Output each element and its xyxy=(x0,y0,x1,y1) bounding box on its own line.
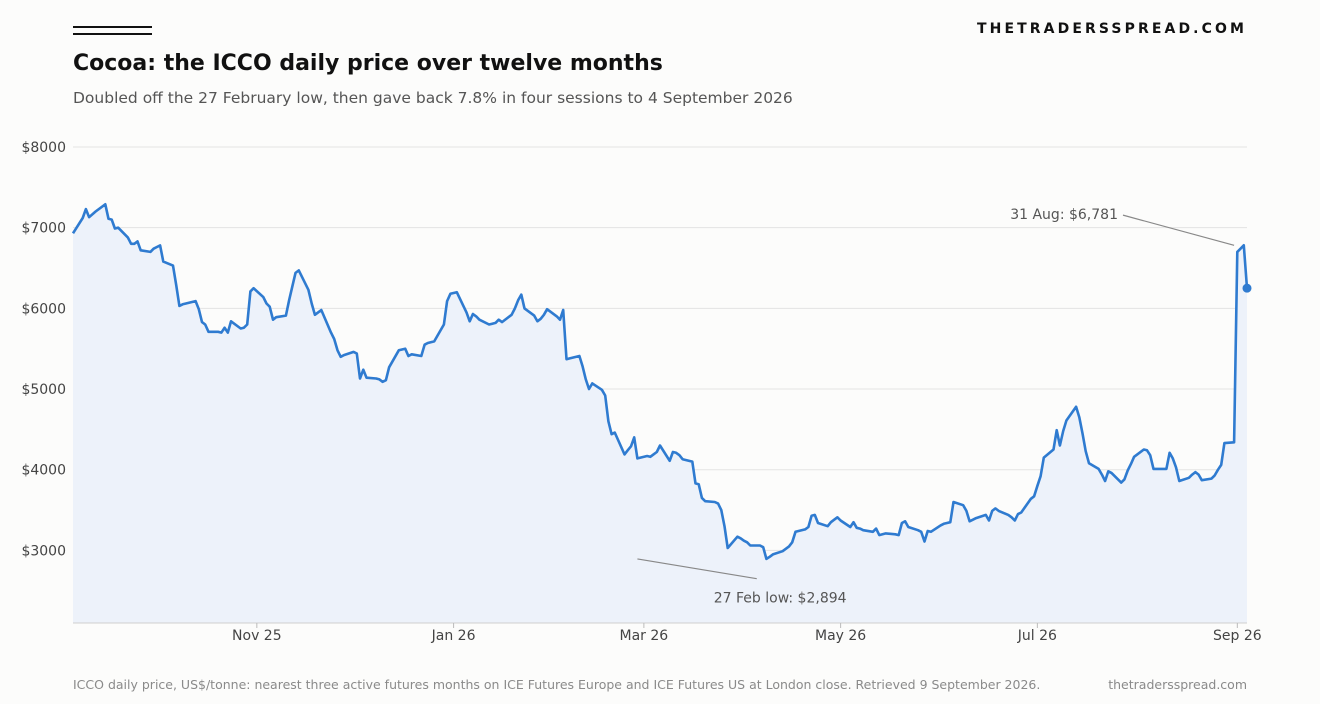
header-rule-2 xyxy=(73,33,152,35)
annotations: 27 Feb low: $2,894 31 Aug: $6,781 xyxy=(637,207,1235,607)
x-axis-labels: Nov 25 Jan 26 Mar 26 May 26 Jul 26 Sep 26 xyxy=(232,623,1262,644)
y-tick-label: $3000 xyxy=(21,543,66,559)
y-tick-label: $7000 xyxy=(21,221,66,237)
price-area xyxy=(73,204,1247,624)
annotation-leader xyxy=(637,558,757,580)
y-tick-label: $5000 xyxy=(21,382,66,398)
y-tick-label: $8000 xyxy=(21,140,66,156)
footer-brand: thetradersspread.com xyxy=(1108,677,1247,692)
brand-label: THETRADERSSPREAD.COM xyxy=(977,21,1247,37)
x-tick-label: Mar 26 xyxy=(620,628,669,644)
annotation-leader xyxy=(1122,214,1235,246)
header-rule xyxy=(73,26,152,28)
annotation-label: 27 Feb low: $2,894 xyxy=(714,591,847,607)
price-line xyxy=(71,203,1249,561)
chart-subtitle: Doubled off the 27 February low, then ga… xyxy=(73,89,793,107)
y-tick-label: $6000 xyxy=(21,301,66,317)
source-note: ICCO daily price, US$/tonne: nearest thr… xyxy=(73,677,1041,692)
x-tick-label: Nov 25 xyxy=(232,628,282,644)
y-axis-labels: $3000 $4000 $5000 $6000 $7000 $8000 xyxy=(21,140,66,559)
x-tick-label: Jul 26 xyxy=(1017,628,1057,644)
x-tick-label: Sep 26 xyxy=(1213,628,1262,644)
y-tick-label: $4000 xyxy=(21,463,66,479)
annotation-label: 31 Aug: $6,781 xyxy=(1010,207,1118,223)
x-tick-label: May 26 xyxy=(815,628,866,644)
last-price-marker xyxy=(1242,283,1252,293)
x-tick-label: Jan 26 xyxy=(431,628,476,644)
chart-title: Cocoa: the ICCO daily price over twelve … xyxy=(73,51,663,76)
